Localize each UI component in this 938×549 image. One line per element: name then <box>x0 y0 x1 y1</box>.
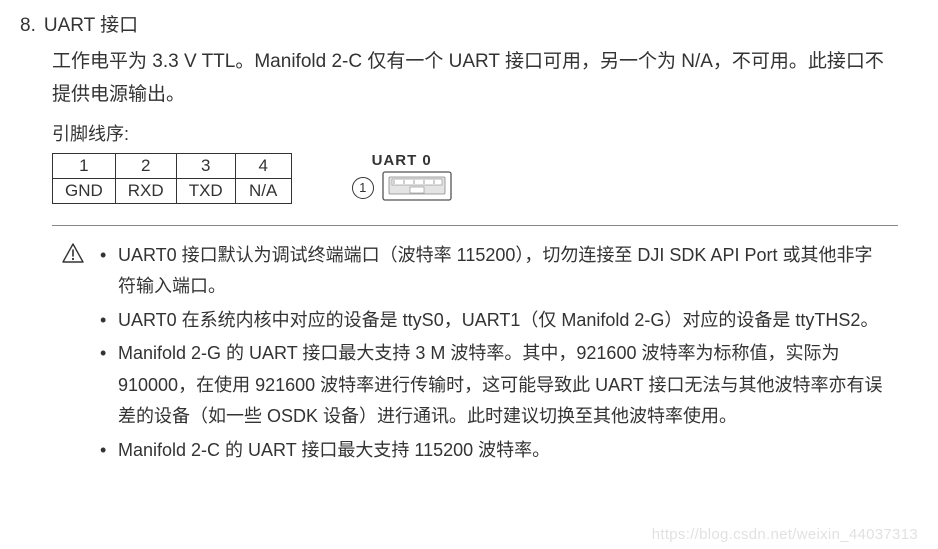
pin-value-cell: GND <box>53 178 116 203</box>
pin1-marker: 1 <box>352 177 374 199</box>
pin-header-cell: 2 <box>115 153 176 178</box>
table-row: GND RXD TXD N/A <box>53 178 292 203</box>
section-title: UART 接口 <box>44 10 138 37</box>
warning-icon <box>62 243 84 469</box>
pin-value-cell: TXD <box>176 178 235 203</box>
warning-list: UART0 接口默认为调试终端端口（波特率 115200），切勿连接至 DJI … <box>100 240 888 469</box>
document-page: 8. UART 接口 工作电平为 3.3 V TTL。Manifold 2-C … <box>0 0 938 488</box>
pin-value-cell: N/A <box>235 178 291 203</box>
divider <box>52 225 898 226</box>
section-paragraph: 工作电平为 3.3 V TTL。Manifold 2-C 仅有一个 UART 接… <box>52 45 898 112</box>
pin-and-connector-row: 1 2 3 4 GND RXD TXD N/A UART 0 1 <box>52 152 898 205</box>
pin-heading: 引脚线序: <box>52 120 898 146</box>
pin-header-cell: 1 <box>53 153 116 178</box>
list-item: UART0 接口默认为调试终端端口（波特率 115200），切勿连接至 DJI … <box>100 240 888 303</box>
pin-table: 1 2 3 4 GND RXD TXD N/A <box>52 153 292 204</box>
list-item: Manifold 2-G 的 UART 接口最大支持 3 M 波特率。其中，92… <box>100 338 888 433</box>
watermark: https://blog.csdn.net/weixin_44037313 <box>652 526 918 543</box>
warning-block: UART0 接口默认为调试终端端口（波特率 115200），切勿连接至 DJI … <box>62 240 888 469</box>
section-number: 8. <box>20 15 36 37</box>
connector-icon <box>382 171 452 205</box>
connector-row: 1 <box>352 171 452 205</box>
pin-value-cell: RXD <box>115 178 176 203</box>
pin-header-cell: 4 <box>235 153 291 178</box>
pin-header-cell: 3 <box>176 153 235 178</box>
section-heading: 8. UART 接口 <box>20 10 898 37</box>
list-item: Manifold 2-C 的 UART 接口最大支持 115200 波特率。 <box>100 435 888 467</box>
table-row: 1 2 3 4 <box>53 153 292 178</box>
list-item: UART0 在系统内核中对应的设备是 ttyS0，UART1（仅 Manifol… <box>100 305 888 337</box>
connector-label: UART 0 <box>372 152 432 169</box>
connector-diagram: UART 0 1 <box>352 152 452 205</box>
